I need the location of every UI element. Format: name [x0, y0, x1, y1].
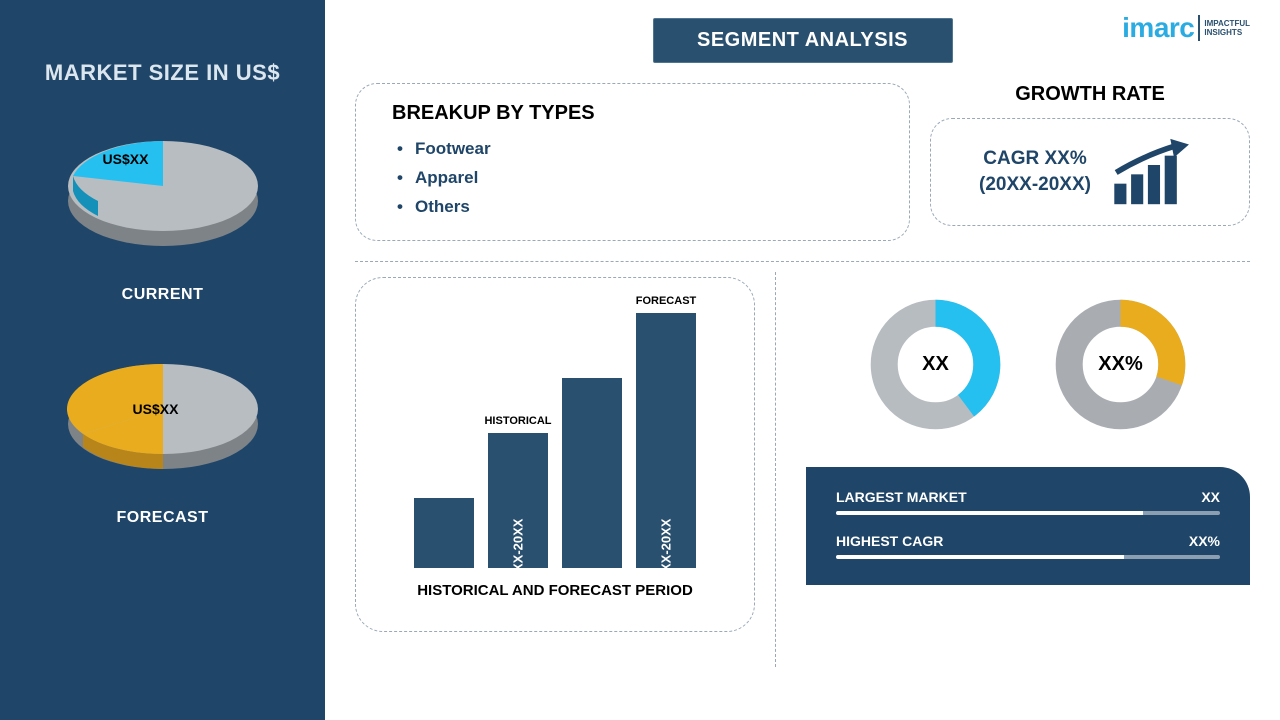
breakup-list: Footwear Apparel Others [382, 135, 883, 222]
bar [414, 498, 474, 568]
historical-panel: HISTORICAL 20XX-20XX FORECAST 20XX-20XX … [355, 277, 775, 672]
pie-current-label: US$XX [103, 151, 149, 167]
donut-row: XX XX% [806, 297, 1250, 432]
bar-in-label: 20XX-20XX [511, 518, 526, 586]
growth-text: CAGR XX%(20XX-20XX) [979, 146, 1091, 197]
sidebar-title: MARKET SIZE IN US$ [20, 60, 305, 86]
info-row-1: LARGEST MARKET XX [836, 489, 1220, 505]
bar: HISTORICAL 20XX-20XX [488, 433, 548, 568]
donut-2: XX% [1053, 297, 1188, 432]
info-bar-2 [836, 555, 1220, 559]
growth-arrow-icon [1106, 137, 1201, 207]
header-badge: SEGMENT ANALYSIS [653, 18, 953, 63]
pie-forecast-caption: FORECAST [20, 509, 305, 527]
logo-tagline: IMPACTFULINSIGHTS [1204, 19, 1250, 37]
pie-forecast: US$XX [48, 339, 278, 489]
info-row-2: HIGHEST CAGR XX% [836, 533, 1220, 549]
bar-in-label: 20XX-20XX [659, 518, 674, 586]
donut-2-value: XX% [1053, 297, 1188, 432]
donut-1-value: XX [868, 297, 1003, 432]
logo-brand: imarc [1122, 12, 1194, 44]
sidebar: MARKET SIZE IN US$ US$XX CURRENT US$XX F… [0, 0, 325, 720]
bar-top-label: FORECAST [636, 295, 697, 307]
main: SEGMENT ANALYSIS imarc IMPACTFULINSIGHTS… [325, 0, 1280, 720]
info-card: LARGEST MARKET XX HIGHEST CAGR XX% [806, 467, 1250, 585]
breakup-title: BREAKUP BY TYPES [392, 102, 883, 125]
right-panel: XX XX% LARGEST MARKET XX HIGHEST C [776, 277, 1250, 672]
info-value: XX [1201, 489, 1220, 505]
donut-1: XX [868, 297, 1003, 432]
pie-forecast-label: US$XX [133, 401, 179, 417]
logo-divider [1198, 15, 1200, 41]
growth-box: CAGR XX%(20XX-20XX) [930, 118, 1250, 226]
breakup-item: Apparel [397, 164, 883, 193]
growth-section: GROWTH RATE CAGR XX%(20XX-20XX) [930, 83, 1250, 241]
pie-current-caption: CURRENT [20, 286, 305, 304]
top-row: BREAKUP BY TYPES Footwear Apparel Others… [325, 63, 1280, 251]
bar: FORECAST 20XX-20XX [636, 313, 696, 568]
breakup-box: BREAKUP BY TYPES Footwear Apparel Others [355, 83, 910, 241]
pie-current: US$XX [48, 116, 278, 266]
bar-top-label: HISTORICAL [484, 415, 551, 427]
historical-box: HISTORICAL 20XX-20XX FORECAST 20XX-20XX … [355, 277, 755, 632]
bottom-row: HISTORICAL 20XX-20XX FORECAST 20XX-20XX … [325, 262, 1280, 672]
breakup-item: Others [397, 193, 883, 222]
bar [562, 378, 622, 568]
info-label: LARGEST MARKET [836, 489, 967, 505]
info-label: HIGHEST CAGR [836, 533, 943, 549]
growth-title: GROWTH RATE [930, 83, 1250, 106]
bar-chart: HISTORICAL 20XX-20XX FORECAST 20XX-20XX [391, 298, 719, 568]
logo: imarc IMPACTFULINSIGHTS [1122, 12, 1250, 44]
breakup-item: Footwear [397, 135, 883, 164]
info-value: XX% [1189, 533, 1220, 549]
info-bar-1 [836, 511, 1220, 515]
